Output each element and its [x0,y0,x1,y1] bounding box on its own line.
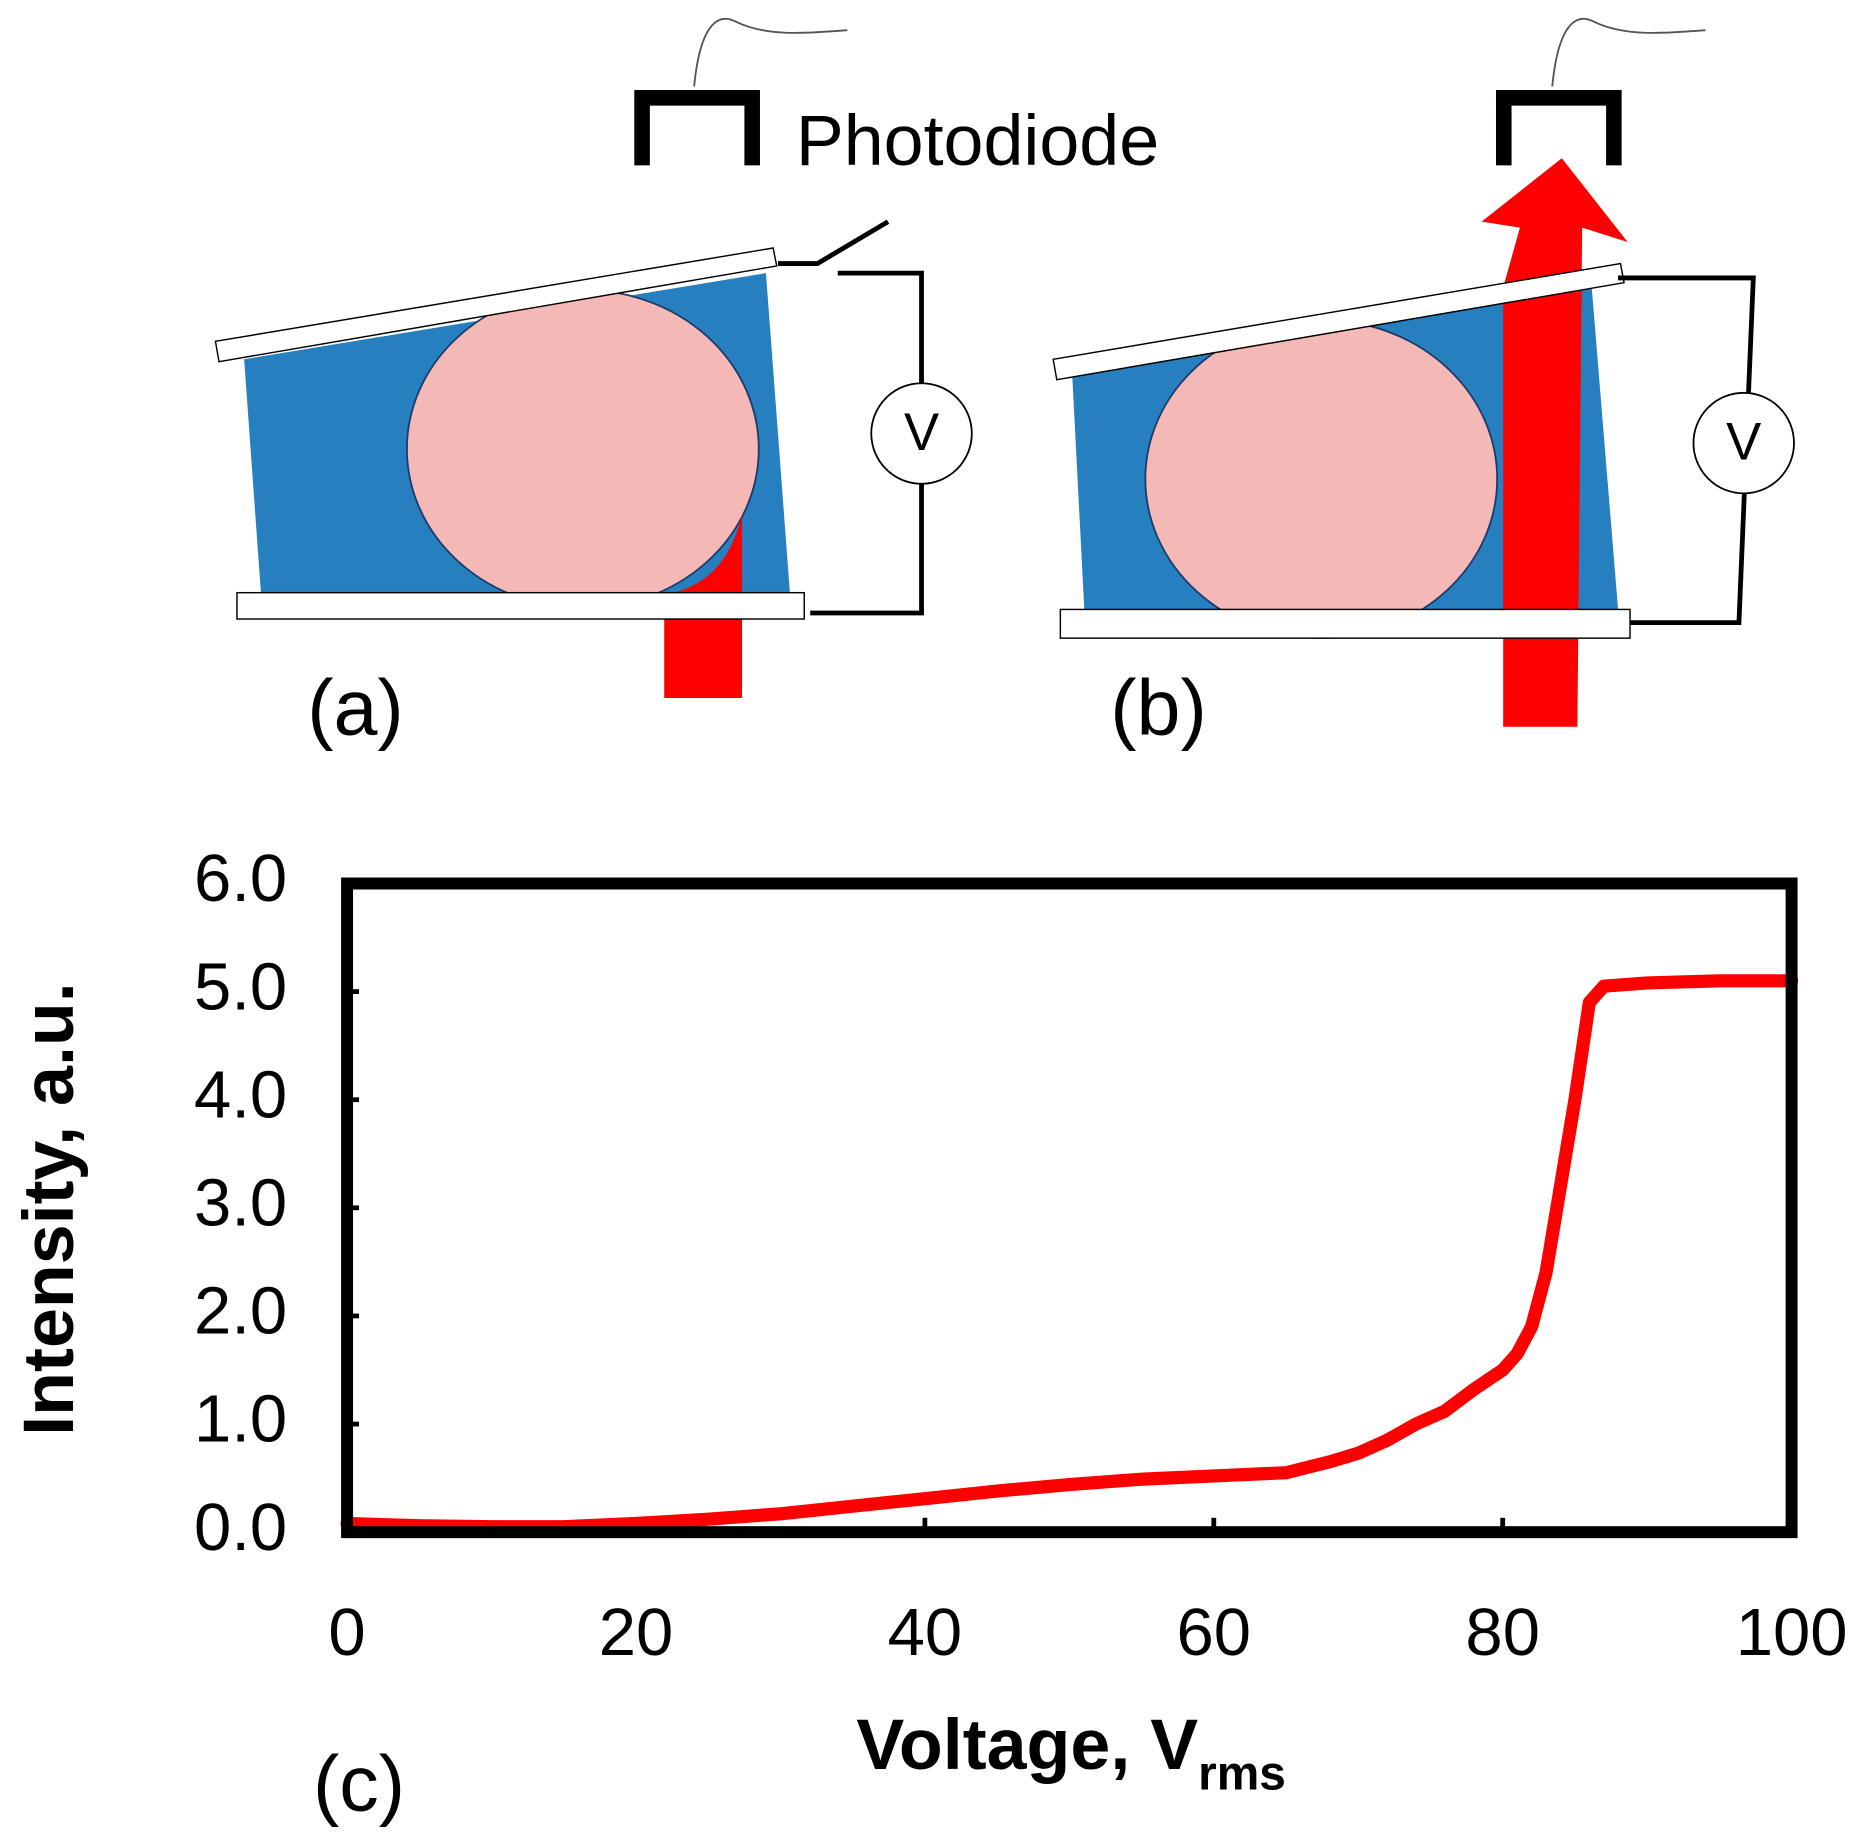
photodiode [634,90,760,166]
y-tick-label: 3.0 [194,1166,287,1241]
x-axis-label: Voltage, Vrms [856,1705,1286,1800]
meter-label: V [904,403,939,462]
y-tick-label: 5.0 [194,949,287,1024]
top-plate [214,247,778,363]
voltmeter [1692,391,1795,495]
y-tick-label: 4.0 [194,1057,287,1132]
cell-a: V Photodiode (a) [214,17,1159,751]
y-tick-label: 2.0 [194,1274,287,1349]
photodiode-label: Photodiode [796,101,1159,181]
x-tick-label: 80 [1465,1595,1540,1670]
photodiode [1495,90,1622,166]
plot-frame [341,877,1798,1539]
x-tick-label: 100 [1736,1595,1848,1670]
bottom-plate [236,591,805,620]
droplet [406,288,760,610]
x-tick-label: 60 [1177,1595,1252,1670]
wire [693,17,848,87]
x-tick-label: 0 [328,1595,365,1670]
chart: (c) Voltage, Vrms Intensity, a.u. 0.0 1.0… [9,841,1848,1827]
wire [1551,17,1706,87]
droplet [1144,318,1499,640]
y-tick-label: 1.0 [194,1382,287,1457]
x-tick-label: 40 [888,1595,963,1670]
y-axis-label: Intensity, a.u. [9,982,89,1435]
x-tick-label: 20 [599,1595,674,1670]
data-line [340,974,1799,1534]
panel-label: (c) [313,1739,405,1827]
y-tick-label: 6.0 [194,841,287,916]
panel-label: (a) [307,663,404,751]
light-beam [1481,158,1628,727]
panel-label: (b) [1110,663,1207,751]
x-axis-label-main: Voltage, V [856,1705,1198,1785]
cell-b: V (b) [1052,17,1795,751]
x-axis-label-sub: rms [1198,1747,1286,1800]
meter-label: V [1726,412,1761,471]
top-plate [1052,262,1625,381]
voltmeter [870,382,973,485]
y-tick-label: 0.0 [194,1490,287,1565]
bottom-plate [1059,608,1631,639]
